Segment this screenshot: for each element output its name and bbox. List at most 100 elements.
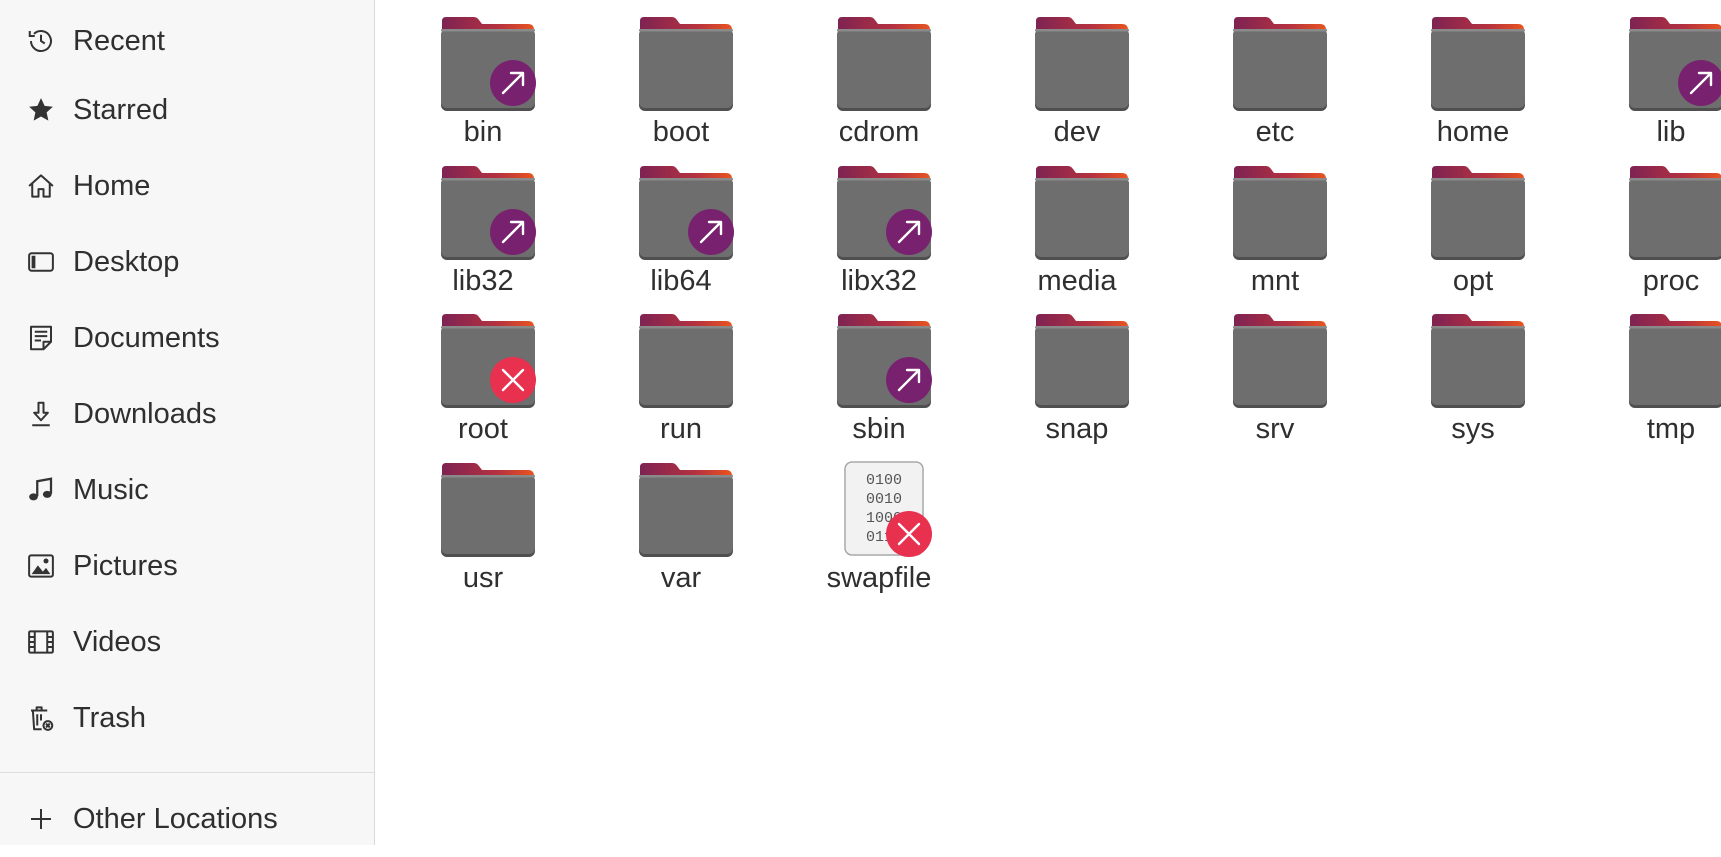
- file-item-swapfile[interactable]: 0100 0010 1000 0110 swapfile: [789, 460, 969, 606]
- folder-icon: [440, 312, 536, 408]
- folder-item-lib[interactable]: lib: [1581, 15, 1721, 160]
- folder-item-usr[interactable]: usr: [393, 461, 573, 606]
- sidebar: Recent Starred Home Desktop Documents Do…: [0, 0, 375, 845]
- file-name-label: sys: [1451, 413, 1495, 445]
- folder-icon: [836, 312, 932, 408]
- symlink-emblem-icon: [1678, 60, 1721, 106]
- video-icon: [24, 625, 58, 659]
- file-name-label: mnt: [1250, 264, 1300, 297]
- file-name-label: media: [1037, 264, 1117, 297]
- sidebar-item-videos[interactable]: Videos: [0, 604, 374, 680]
- sidebar-item-label: Trash: [73, 701, 147, 734]
- folder-item-snap[interactable]: snap: [987, 312, 1167, 457]
- document-icon: [24, 321, 58, 355]
- symlink-emblem-icon: [688, 208, 734, 255]
- sidebar-item-home[interactable]: Home: [0, 148, 374, 224]
- folder-item-lib32[interactable]: lib32: [393, 164, 573, 309]
- folder-icon: [440, 461, 536, 557]
- symlink-emblem-icon: [490, 208, 536, 255]
- folder-item-lib64[interactable]: lib64: [591, 164, 771, 309]
- sidebar-item-recent[interactable]: Recent: [0, 3, 374, 79]
- sidebar-item-trash[interactable]: Trash: [0, 680, 374, 756]
- plus-icon: [24, 802, 58, 836]
- symlink-emblem-icon: [490, 60, 536, 106]
- file-name-label: snap: [1045, 413, 1109, 445]
- folder-item-run[interactable]: run: [591, 312, 771, 457]
- svg-text:0010: 0010: [866, 491, 902, 508]
- trash-icon: [24, 701, 58, 735]
- home-icon: [24, 169, 58, 203]
- folder-item-media[interactable]: media: [987, 164, 1167, 309]
- folder-item-srv[interactable]: srv: [1185, 312, 1365, 457]
- folder-item-var[interactable]: var: [591, 461, 771, 606]
- folder-item-boot[interactable]: boot: [591, 15, 771, 160]
- folder-item-sbin[interactable]: sbin: [789, 312, 969, 457]
- sidebar-item-starred[interactable]: Starred: [0, 72, 374, 148]
- sidebar-item-label: Music: [73, 473, 149, 506]
- sidebar-item-label: Desktop: [73, 245, 180, 278]
- sidebar-item-label: Recent: [73, 24, 165, 57]
- folder-icon: [638, 312, 734, 408]
- folder-item-root[interactable]: root: [393, 312, 573, 457]
- symlink-emblem-icon: [886, 357, 932, 403]
- folder-icon: [1628, 15, 1721, 111]
- folder-icon: [836, 164, 932, 260]
- file-name-label: boot: [652, 116, 710, 148]
- file-name-label: lib: [1656, 116, 1686, 148]
- folder-icon: [1232, 164, 1328, 260]
- file-name-label: opt: [1452, 264, 1494, 297]
- folder-item-opt[interactable]: opt: [1383, 164, 1563, 309]
- folder-item-bin[interactable]: bin: [393, 15, 573, 160]
- file-name-label: lib64: [650, 264, 712, 297]
- folder-item-etc[interactable]: etc: [1185, 15, 1365, 160]
- music-icon: [24, 473, 58, 507]
- file-name-label: libx32: [841, 264, 917, 297]
- folder-item-mnt[interactable]: mnt: [1185, 164, 1365, 309]
- file-name-label: root: [458, 413, 508, 445]
- folder-item-cdrom[interactable]: cdrom: [789, 15, 969, 160]
- sidebar-item-other-locations[interactable]: Other Locations: [0, 781, 374, 857]
- file-name-label: bin: [463, 116, 503, 148]
- sidebar-item-downloads[interactable]: Downloads: [0, 376, 374, 452]
- unreadable-emblem-icon: [490, 357, 536, 403]
- folder-icon: [1430, 312, 1526, 408]
- symlink-emblem-icon: [886, 208, 932, 255]
- file-name-label: srv: [1255, 413, 1295, 445]
- sidebar-item-label: Videos: [73, 625, 162, 658]
- folder-icon: [1628, 164, 1721, 260]
- folder-icon: [638, 461, 734, 557]
- sidebar-item-label: Other Locations: [73, 802, 278, 835]
- svg-text:0100: 0100: [866, 472, 902, 489]
- folder-icon: [638, 164, 734, 260]
- folder-icon: [1034, 15, 1130, 111]
- file-name-label: swapfile: [826, 561, 932, 594]
- download-icon: [24, 397, 58, 431]
- file-name-label: proc: [1642, 264, 1700, 297]
- file-name-label: run: [660, 413, 702, 445]
- picture-icon: [24, 549, 58, 583]
- folder-item-home[interactable]: home: [1383, 15, 1563, 160]
- file-name-label: etc: [1255, 116, 1295, 148]
- folder-icon: [440, 164, 536, 260]
- file-name-label: home: [1436, 116, 1510, 148]
- folder-item-proc[interactable]: proc: [1581, 164, 1721, 309]
- file-name-label: sbin: [852, 413, 906, 445]
- sidebar-item-label: Documents: [73, 321, 220, 354]
- sidebar-item-documents[interactable]: Documents: [0, 300, 374, 376]
- file-name-label: var: [660, 561, 702, 594]
- folder-item-libx32[interactable]: libx32: [789, 164, 969, 309]
- file-name-label: dev: [1053, 116, 1101, 148]
- binary-file-icon: 0100 0010 1000 0110: [836, 460, 932, 557]
- folder-item-dev[interactable]: dev: [987, 15, 1167, 160]
- sidebar-item-music[interactable]: Music: [0, 452, 374, 528]
- folder-item-sys[interactable]: sys: [1383, 312, 1563, 457]
- folder-icon: [1232, 312, 1328, 408]
- sidebar-item-pictures[interactable]: Pictures: [0, 528, 374, 604]
- folder-icon: [836, 15, 932, 111]
- folder-item-tmp[interactable]: tmp: [1581, 312, 1721, 457]
- sidebar-item-desktop[interactable]: Desktop: [0, 224, 374, 300]
- file-name-label: usr: [462, 561, 504, 594]
- folder-icon: [1232, 15, 1328, 111]
- desktop-icon: [24, 245, 58, 279]
- sidebar-item-label: Pictures: [73, 549, 178, 582]
